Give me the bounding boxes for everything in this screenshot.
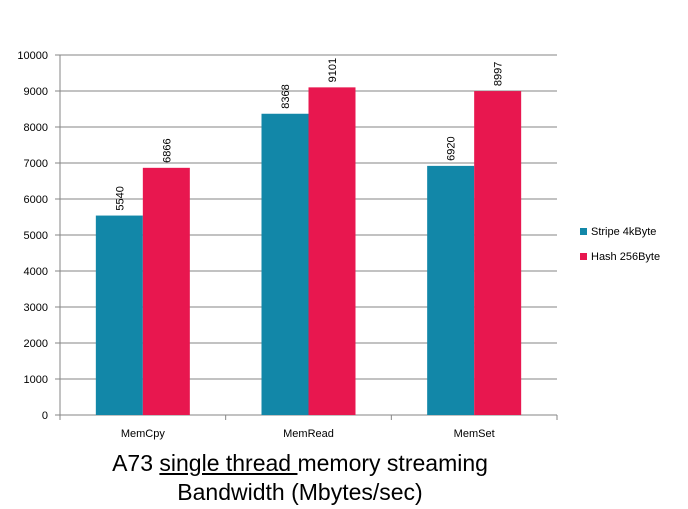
y-tick-label: 6000 bbox=[24, 194, 48, 206]
category-label: MemCpy bbox=[121, 428, 166, 440]
y-tick-label: 4000 bbox=[24, 266, 48, 278]
bar bbox=[474, 91, 522, 415]
labels: 0 1000 2000 3000 4000 5000 6000 7000 8000 9000 100… bbox=[17, 50, 504, 440]
y-tick-label: 0 bbox=[42, 410, 48, 422]
caption-prefix: A73 bbox=[112, 450, 160, 476]
legend-label: Stripe 4kByte bbox=[591, 226, 656, 238]
bar bbox=[95, 215, 143, 415]
bar bbox=[261, 113, 309, 415]
y-tick-label: 5000 bbox=[24, 230, 48, 242]
data-label: 5540 bbox=[114, 186, 126, 210]
legend: Stripe 4kByte Hash 256Byte bbox=[580, 226, 660, 263]
y-tick-label: 9000 bbox=[24, 86, 48, 98]
caption-underlined: single thread bbox=[159, 450, 298, 476]
y-tick-label: 8000 bbox=[24, 122, 48, 134]
y-tick-label: 2000 bbox=[24, 338, 48, 350]
caption-line-1: A73 single thread memory streaming bbox=[0, 449, 600, 478]
category-label: MemSet bbox=[454, 428, 495, 440]
chart-caption: A73 single thread memory streaming Bandw… bbox=[0, 449, 600, 507]
bar bbox=[142, 167, 190, 415]
legend-label: Hash 256Byte bbox=[591, 251, 660, 263]
y-tick-label: 7000 bbox=[24, 158, 48, 170]
legend-swatch bbox=[580, 253, 587, 260]
caption-line-2: Bandwidth (Mbytes/sec) bbox=[177, 479, 423, 505]
caption-suffix: memory streaming bbox=[297, 450, 488, 476]
legend-swatch bbox=[580, 228, 587, 235]
category-label: MemRead bbox=[283, 428, 334, 440]
bar bbox=[427, 165, 475, 415]
data-label: 6920 bbox=[446, 136, 458, 160]
y-tick-label: 10000 bbox=[17, 50, 48, 62]
data-label: 9101 bbox=[327, 58, 339, 82]
y-tick-label: 1000 bbox=[24, 374, 48, 386]
bars bbox=[95, 87, 522, 415]
bar bbox=[308, 87, 356, 415]
y-tick-label: 3000 bbox=[24, 302, 48, 314]
data-label: 8368 bbox=[280, 84, 292, 108]
data-label: 6866 bbox=[161, 138, 173, 162]
data-label: 8997 bbox=[493, 62, 505, 86]
